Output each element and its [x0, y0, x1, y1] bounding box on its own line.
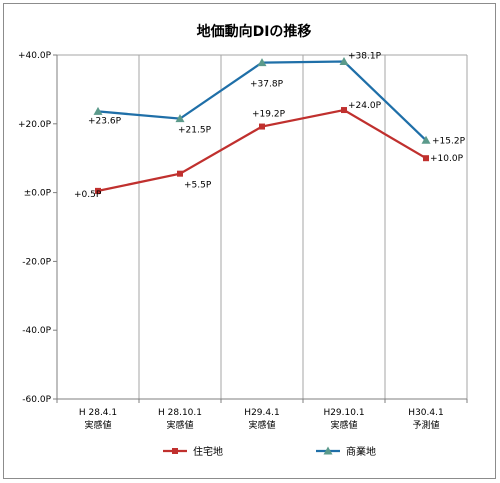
- x-tick-label: H 28.4.1 実感値: [79, 408, 117, 431]
- x-tick-label-line: H30.4.1: [408, 408, 443, 418]
- point-marker-square: [259, 123, 265, 130]
- point-marker-triangle: [339, 57, 349, 66]
- point-marker-triangle: [93, 106, 103, 115]
- x-tick-label-line: 実感値: [84, 419, 111, 431]
- y-tick-label: +40.0P: [18, 51, 52, 61]
- legend-label: 商業地: [346, 445, 376, 458]
- data-label: +5.5P: [184, 181, 212, 191]
- y-tick-label: ±0.0P: [24, 189, 52, 199]
- legend-label: 住宅地: [193, 445, 223, 458]
- x-tick-label: H30.4.1 予測値: [408, 408, 443, 431]
- y-axis-ticks: +40.0P +20.0P ±0.0P -20.0P -40.0P -60.0P: [18, 51, 57, 405]
- data-label: +10.0P: [430, 154, 464, 164]
- y-tick-label: -60.0P: [22, 395, 51, 405]
- legend-marker-square: [172, 448, 178, 454]
- grid-layer: [56, 54, 468, 400]
- data-label: +24.0P: [348, 101, 382, 111]
- x-tick-label-line: 実感値: [330, 419, 357, 431]
- point-marker-triangle: [257, 58, 267, 67]
- point-marker-triangle: [175, 114, 185, 123]
- chart-title: 地価動向DIの推移: [197, 23, 312, 40]
- y-tick-label: -40.0P: [22, 326, 51, 336]
- data-label: +38.1P: [348, 52, 382, 62]
- x-tick-label-line: H29.4.1: [244, 408, 279, 418]
- point-marker-square: [95, 187, 101, 194]
- point-marker-square: [177, 170, 183, 177]
- data-label: +21.5P: [178, 126, 212, 136]
- x-tick-label-line: 予測値: [412, 419, 439, 431]
- data-label: +37.8P: [250, 80, 284, 90]
- point-marker-triangle: [421, 135, 431, 144]
- y-tick-label: +20.0P: [18, 120, 52, 130]
- series-layer: [93, 57, 431, 194]
- x-tick-label: H 28.10.1 実感値: [158, 408, 202, 431]
- data-label: +19.2P: [252, 110, 286, 120]
- x-tick-label-line: H29.10.1: [323, 408, 364, 418]
- data-labels: +0.5P +5.5P +19.2P +24.0P +10.0P +23.6P +21.5P…: [74, 52, 466, 200]
- point-marker-square: [341, 107, 347, 114]
- data-label: +0.5P: [74, 190, 102, 200]
- x-tick-label-line: 実感値: [166, 419, 193, 431]
- x-tick-label-line: H 28.10.1: [158, 408, 202, 418]
- y-tick-label: -20.0P: [22, 257, 51, 267]
- x-tick-label: H29.10.1 実感値: [323, 408, 364, 431]
- legend: 住宅地 商業地: [163, 445, 376, 458]
- data-label: +23.6P: [88, 116, 122, 126]
- x-tick-label: H29.4.1 実感値: [244, 408, 279, 431]
- data-label: +15.2P: [432, 136, 466, 146]
- point-marker-square: [423, 155, 429, 162]
- x-tick-label-line: 実感値: [248, 419, 275, 431]
- legend-marker-triangle: [323, 446, 333, 455]
- x-tick-label-line: H 28.4.1: [79, 408, 117, 418]
